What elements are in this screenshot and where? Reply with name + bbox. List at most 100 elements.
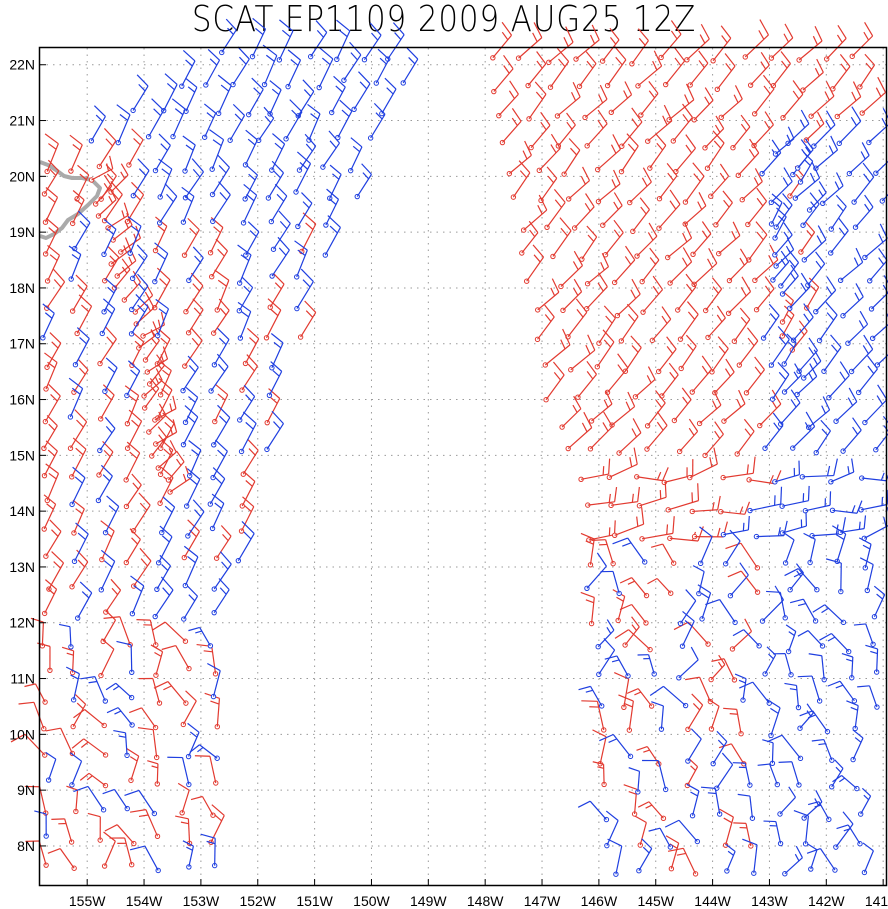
red-wind-barb: [576, 51, 597, 90]
red-wind-barb: [97, 384, 115, 422]
red-wind-barb: [689, 355, 713, 395]
red-wind-barb: [594, 134, 622, 173]
red-wind-barb: [575, 360, 597, 400]
red-wind-barb: [602, 219, 624, 258]
red-wind-barb: [528, 111, 551, 151]
blue-wind-barb: [858, 537, 872, 571]
blue-wind-barb: [759, 585, 784, 624]
blue-wind-barb: [98, 549, 116, 593]
red-wind-barb: [705, 305, 726, 341]
blue-wind-barb: [180, 355, 199, 394]
blue-wind-barb: [115, 104, 131, 146]
red-wind-barb: [727, 570, 761, 595]
red-wind-barb: [523, 244, 545, 284]
red-wind-barb: [702, 421, 724, 459]
blue-wind-barb: [72, 327, 90, 368]
blue-wind-barb: [67, 377, 84, 420]
red-wind-barb: [69, 437, 87, 480]
red-wind-barb: [491, 54, 514, 95]
red-wind-barb: [623, 784, 638, 817]
blue-wind-barb: [686, 783, 700, 819]
red-wind-barb: [240, 438, 259, 477]
lat-tick-label: 9N: [17, 782, 35, 798]
red-wind-barb: [647, 133, 667, 171]
blue-wind-barb: [759, 139, 782, 177]
blue-wind-barb: [236, 276, 254, 314]
red-wind-barb: [622, 616, 640, 648]
blue-wind-barb: [354, 163, 372, 200]
blue-wind-barb: [664, 819, 701, 845]
red-wind-barb: [124, 409, 143, 451]
red-wind-barb: [126, 128, 144, 168]
blue-wind-barb: [296, 133, 317, 173]
blue-wind-barb: [186, 246, 204, 284]
blue-wind-barb: [811, 738, 835, 763]
blue-wind-barb: [599, 733, 634, 760]
blue-wind-barb: [69, 466, 86, 508]
red-wind-barb: [87, 812, 103, 843]
red-wind-barb: [542, 328, 571, 368]
red-wind-barb: [98, 638, 115, 679]
red-wind-barb: [634, 815, 647, 848]
lat-tick-label: 21N: [9, 113, 35, 129]
blue-wind-barb: [836, 824, 863, 847]
coastline: [39, 160, 102, 240]
blue-wind-barb: [604, 810, 619, 849]
red-wind-barb: [780, 80, 804, 121]
blue-wind-barb: [181, 585, 199, 622]
red-wind-barb: [74, 164, 90, 202]
blue-wind-barb: [612, 537, 648, 565]
red-wind-barb: [622, 335, 642, 374]
blue-wind-barb: [827, 680, 858, 704]
blue-wind-barb: [768, 325, 790, 368]
blue-wind-barb: [773, 193, 793, 230]
blue-wind-barb: [710, 730, 728, 767]
red-wind-barb: [789, 320, 808, 353]
red-wind-barb: [739, 168, 763, 203]
lat-tick-label: 8N: [17, 838, 35, 854]
blue-wind-barb: [813, 135, 839, 171]
blue-wind-barb: [837, 247, 864, 284]
red-wind-barb: [757, 389, 782, 429]
blue-wind-barb: [186, 440, 202, 479]
red-wind-barb: [656, 189, 681, 231]
red-wind-barb: [214, 269, 230, 313]
red-wind-barb: [130, 547, 152, 589]
red-wind-barb: [70, 694, 87, 730]
red-wind-barb: [96, 440, 114, 478]
red-wind-barb: [616, 418, 642, 456]
red-wind-barb: [609, 391, 636, 428]
red-wind-barb: [547, 47, 570, 90]
blue-wind-barb: [97, 416, 116, 454]
lat-tick-label: 22N: [9, 57, 35, 73]
blue-wind-barb: [861, 842, 874, 876]
red-wind-barb: [588, 390, 613, 424]
red-wind-barb: [711, 658, 738, 683]
red-wind-barb: [656, 163, 678, 202]
red-wind-barb: [44, 133, 59, 175]
blue-wind-barb: [203, 48, 221, 88]
red-wind-barb: [733, 822, 754, 849]
blue-wind-barb: [859, 472, 888, 482]
red-wind-barb: [150, 644, 164, 678]
blue-wind-barb: [857, 685, 880, 710]
red-wind-barb: [723, 707, 744, 737]
red-wind-barb: [519, 220, 539, 256]
blue-wind-barb: [819, 632, 852, 655]
blue-wind-barb: [784, 568, 820, 593]
blue-wind-barb: [341, 41, 362, 83]
red-wind-barb: [587, 411, 613, 452]
red-wind-barb: [204, 692, 221, 730]
red-wind-barb: [639, 516, 675, 542]
red-wind-barb: [599, 27, 620, 64]
red-wind-barb: [194, 755, 219, 786]
blue-wind-barb: [869, 302, 888, 341]
blue-wind-barb: [833, 387, 858, 424]
lat-tick-label: 14N: [9, 503, 35, 519]
red-wind-barb: [558, 250, 584, 290]
blue-wind-barb: [182, 135, 196, 174]
blue-wind-barb: [106, 707, 135, 728]
red-wind-barb: [185, 298, 204, 336]
blue-wind-barb: [853, 623, 876, 647]
blue-wind-barb: [237, 384, 256, 423]
